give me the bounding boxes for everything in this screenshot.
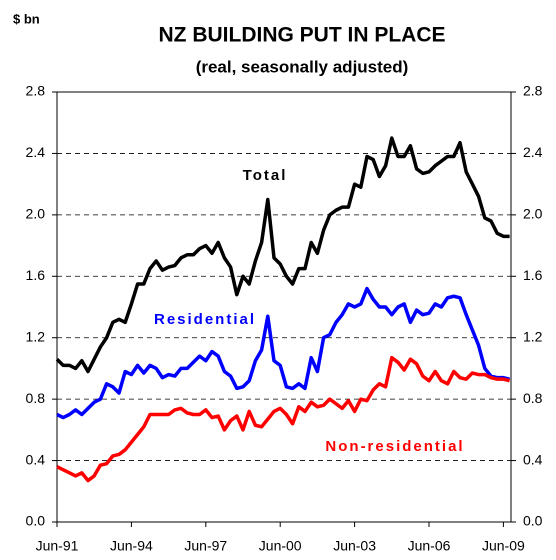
- chart-subtitle: (real, seasonally adjusted): [196, 57, 409, 76]
- y2-tick-label: 0.8: [523, 390, 543, 406]
- y-tick-label: 2.0: [26, 206, 46, 222]
- y2-tick-label: 2.4: [523, 144, 543, 160]
- plot-frame: [56, 91, 512, 523]
- x-tick-label: Jun-09: [482, 538, 525, 554]
- series-label: Residential: [154, 311, 256, 328]
- y2-tick-label: 1.2: [523, 328, 543, 344]
- y2-tick-label: 0.0: [523, 513, 543, 529]
- x-tick-label: Jun-97: [184, 538, 227, 554]
- y-tick-label: 1.6: [26, 267, 46, 283]
- series-line: [56, 355, 511, 483]
- y2-tick-label: 2.8: [523, 83, 543, 99]
- x-tick-label: Jun-06: [408, 538, 451, 554]
- y-axis-label: $ bn: [13, 11, 40, 26]
- y-tick-label: 0.4: [26, 451, 46, 467]
- y-tick-label: 1.2: [26, 328, 46, 344]
- y-tick-label: 2.4: [26, 144, 46, 160]
- y2-tick-label: 1.6: [523, 267, 543, 283]
- y2-tick-label: 2.0: [523, 206, 543, 222]
- series-line: [56, 286, 511, 420]
- chart-title: NZ BUILDING PUT IN PLACE: [159, 24, 446, 47]
- y2-tick-label: 0.4: [523, 451, 543, 467]
- series-label: Non-residential: [325, 438, 464, 455]
- y-tick-label: 2.8: [26, 83, 46, 99]
- x-tick-label: Jun-94: [110, 538, 153, 554]
- x-tick-label: Jun-00: [259, 538, 302, 554]
- y-tick-label: 0.0: [26, 513, 46, 529]
- y-tick-label: 0.8: [26, 390, 46, 406]
- series-label: Total: [243, 167, 288, 184]
- x-tick-label: Jun-91: [36, 538, 79, 554]
- x-tick-label: Jun-03: [333, 538, 376, 554]
- series-line: [55, 136, 510, 374]
